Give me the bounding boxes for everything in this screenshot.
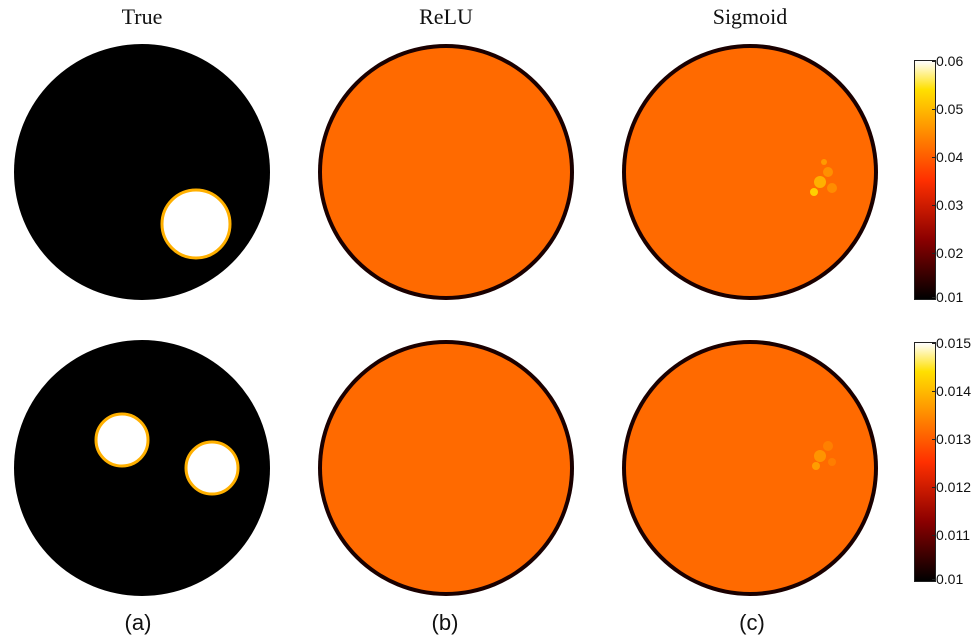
panel-label-c: (c) bbox=[739, 610, 765, 635]
panel-sigmoid-row1 bbox=[622, 44, 878, 300]
cbar-bottom-tick: 0.011 bbox=[932, 527, 970, 543]
title-sigmoid: Sigmoid bbox=[712, 4, 788, 29]
panel-label-b: (b) bbox=[431, 610, 459, 635]
cbar-bottom-tick: 0.01 bbox=[931, 571, 964, 587]
cbar-bottom-tick: 0.014 bbox=[931, 383, 972, 399]
panel-relu-row1 bbox=[318, 44, 574, 300]
inclusion-2 bbox=[94, 412, 150, 468]
colorbar-top bbox=[914, 60, 936, 300]
inclusion-1 bbox=[160, 188, 232, 260]
panel-relu-row2 bbox=[318, 340, 574, 596]
panel-true-row1 bbox=[14, 44, 270, 300]
cbar-top-tick: 0.01 bbox=[931, 289, 964, 305]
cbar-top-tick: 0.02 bbox=[931, 245, 964, 261]
colorbar-bottom bbox=[914, 342, 936, 582]
cbar-top-tick: 0.06 bbox=[931, 53, 964, 69]
artifact-blob-1 bbox=[810, 159, 837, 196]
cbar-bottom-tick: 0.015 bbox=[931, 335, 972, 351]
artifact-blob-2 bbox=[812, 441, 836, 470]
panel-sigmoid-row2 bbox=[622, 340, 878, 596]
title-true: True bbox=[121, 4, 163, 29]
cbar-bottom-tick: 0.012 bbox=[931, 479, 972, 495]
panel-true-row2 bbox=[14, 340, 270, 596]
inclusion-3 bbox=[184, 440, 240, 496]
cbar-bottom-tick: 0.013 bbox=[931, 431, 972, 447]
cbar-top-tick: 0.04 bbox=[931, 149, 964, 165]
title-relu: ReLU bbox=[419, 4, 473, 29]
panel-label-a: (a) bbox=[124, 610, 152, 635]
cbar-top-tick: 0.03 bbox=[931, 197, 964, 213]
cbar-top-tick: 0.05 bbox=[931, 101, 964, 117]
